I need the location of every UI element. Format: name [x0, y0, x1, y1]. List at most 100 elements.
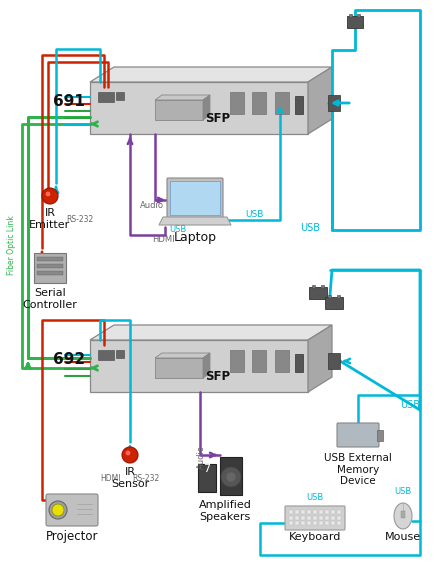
Ellipse shape	[393, 503, 411, 529]
Bar	[376, 430, 382, 440]
Bar	[336, 521, 341, 525]
Text: SFP: SFP	[204, 112, 230, 125]
Bar	[349, 14, 352, 17]
Bar	[330, 516, 335, 519]
Text: USB: USB	[299, 223, 319, 233]
Polygon shape	[159, 217, 230, 225]
Bar	[294, 510, 299, 514]
Bar	[324, 521, 329, 525]
Bar	[330, 521, 335, 525]
FancyBboxPatch shape	[220, 457, 241, 495]
Bar	[311, 285, 314, 288]
Bar	[318, 516, 323, 519]
Bar	[274, 350, 288, 372]
Bar	[300, 521, 305, 525]
Bar	[312, 521, 317, 525]
Bar	[336, 510, 341, 514]
Bar	[312, 516, 317, 519]
Text: 7: 7	[203, 464, 210, 474]
Polygon shape	[307, 325, 331, 392]
Bar	[327, 95, 339, 111]
Text: Laptop: Laptop	[173, 231, 216, 244]
Polygon shape	[90, 340, 307, 392]
Polygon shape	[155, 95, 210, 100]
Bar	[300, 516, 305, 519]
Bar	[306, 510, 311, 514]
Bar	[116, 92, 124, 100]
Bar	[288, 510, 293, 514]
Text: USB: USB	[306, 493, 323, 502]
Bar	[318, 521, 323, 525]
Bar	[357, 14, 360, 17]
FancyBboxPatch shape	[34, 253, 66, 283]
Circle shape	[226, 472, 236, 482]
Polygon shape	[90, 325, 331, 340]
Bar	[230, 92, 243, 114]
Bar	[251, 350, 265, 372]
Text: HDMI: HDMI	[151, 235, 174, 244]
Bar	[400, 511, 404, 518]
Bar	[251, 92, 265, 114]
Circle shape	[42, 188, 58, 204]
Text: Mouse: Mouse	[384, 532, 420, 542]
Text: RS-232: RS-232	[132, 474, 159, 483]
Circle shape	[49, 501, 67, 519]
Text: 692: 692	[53, 352, 85, 367]
Text: IR
Emitter: IR Emitter	[30, 208, 70, 230]
Bar	[327, 295, 330, 298]
Bar	[274, 92, 288, 114]
Polygon shape	[294, 96, 302, 114]
Text: Audio: Audio	[197, 445, 206, 469]
Circle shape	[220, 467, 240, 487]
FancyBboxPatch shape	[324, 297, 342, 309]
Bar	[294, 521, 299, 525]
Bar	[116, 350, 124, 358]
Bar	[294, 516, 299, 519]
Bar	[330, 510, 335, 514]
Text: Fiber Optic Link: Fiber Optic Link	[7, 215, 16, 275]
Bar	[336, 295, 339, 298]
Text: Serial
Controller: Serial Controller	[23, 288, 77, 310]
Text: HDMI: HDMI	[100, 474, 120, 483]
FancyBboxPatch shape	[346, 16, 362, 28]
Polygon shape	[203, 353, 210, 378]
FancyBboxPatch shape	[308, 287, 326, 299]
Text: USB: USB	[399, 400, 419, 410]
Circle shape	[125, 451, 130, 455]
Bar	[300, 510, 305, 514]
Text: USB External
Memory
Device: USB External Memory Device	[323, 453, 391, 486]
FancyBboxPatch shape	[197, 464, 216, 492]
FancyBboxPatch shape	[46, 494, 98, 526]
Bar	[320, 285, 323, 288]
Bar	[327, 353, 339, 369]
Circle shape	[46, 192, 50, 196]
Circle shape	[52, 504, 64, 516]
Polygon shape	[90, 82, 307, 134]
Bar	[98, 350, 114, 360]
Bar	[37, 271, 63, 275]
Bar	[230, 350, 243, 372]
Bar	[170, 181, 220, 215]
Text: USB: USB	[169, 225, 187, 234]
Bar	[324, 510, 329, 514]
FancyBboxPatch shape	[284, 506, 344, 530]
Bar	[288, 516, 293, 519]
Bar	[306, 521, 311, 525]
Bar	[37, 264, 63, 268]
Text: Projector: Projector	[46, 530, 98, 543]
Polygon shape	[203, 95, 210, 120]
Polygon shape	[307, 67, 331, 134]
Text: USB: USB	[244, 210, 263, 219]
Polygon shape	[90, 67, 331, 82]
Text: IR
Sensor: IR Sensor	[111, 467, 149, 489]
Polygon shape	[155, 353, 210, 358]
Bar	[288, 521, 293, 525]
Text: 691: 691	[53, 94, 85, 109]
Bar	[306, 516, 311, 519]
Bar	[324, 516, 329, 519]
Bar	[318, 510, 323, 514]
Text: Keyboard: Keyboard	[288, 532, 340, 542]
FancyBboxPatch shape	[167, 178, 223, 218]
Polygon shape	[155, 100, 203, 120]
Polygon shape	[294, 354, 302, 372]
